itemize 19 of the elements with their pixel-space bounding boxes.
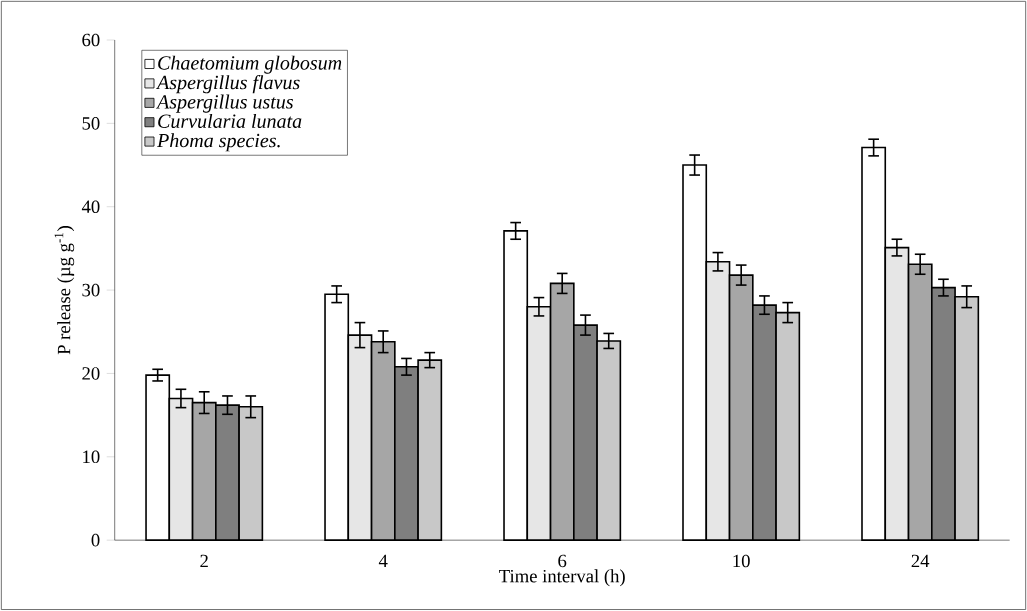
legend-label: Aspergillus ustus [155, 94, 293, 113]
x-tick-label: 2 [200, 554, 208, 568]
y-tick-label: 10 [83, 450, 100, 464]
y-tick-label: 60 [82, 33, 100, 47]
legend-label: Phoma species. [156, 133, 280, 152]
y-tick-label: 50 [82, 117, 100, 130]
x-tick-label: 4 [378, 554, 388, 568]
x-tick-label: 6 [558, 554, 567, 568]
y-tick-label: 30 [82, 283, 100, 297]
x-tick-label: 10 [733, 554, 750, 568]
legend-label: Curvularia lunata [158, 113, 302, 129]
y-tick-label: 0 [91, 533, 100, 547]
x-axis-title: Time interval (h) [499, 569, 625, 587]
legend-label: Aspergillus flavus [155, 75, 300, 94]
legend-label: Chaetomium globosum [158, 55, 342, 74]
y-tick-label: 20 [82, 367, 100, 380]
x-tick-label: 24 [911, 554, 930, 568]
y-axis-title: P release (µg g$^{-1}$) [54, 226, 75, 355]
y-tick-label: 40 [81, 200, 100, 214]
